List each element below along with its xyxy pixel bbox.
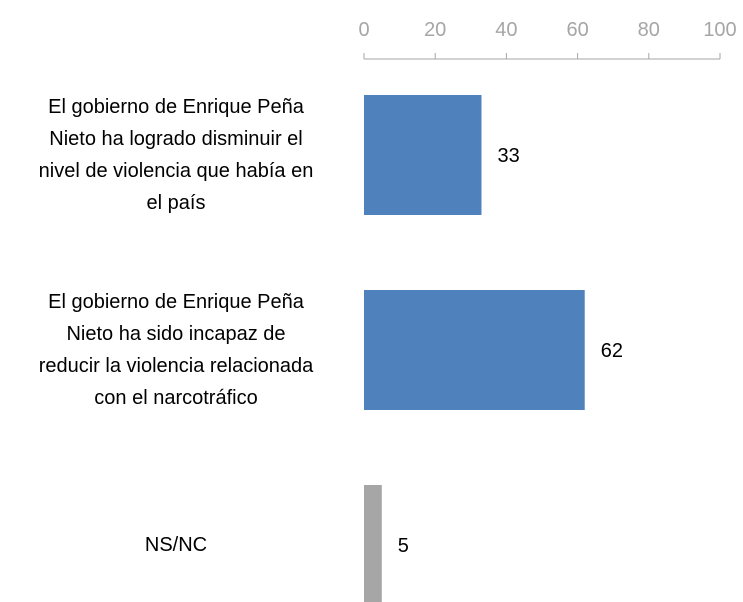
category-label-line: El gobierno de Enrique Peña	[48, 96, 304, 118]
x-tick-label: 0	[358, 19, 369, 41]
x-tick-label: 80	[638, 19, 660, 41]
category-label-line: nivel de violencia que había en	[38, 160, 314, 182]
category-label: El gobierno de Enrique Peña Nieto ha sido…	[0, 286, 352, 414]
category-label-line: El gobierno de Enrique Peña	[48, 291, 304, 313]
category-label-text: El gobierno de Enrique Peña Nieto ha logr…	[39, 91, 314, 219]
category-label: El gobierno de Enrique Peña Nieto ha logr…	[0, 91, 352, 219]
bar	[364, 485, 382, 602]
category-label-line: el país	[146, 192, 206, 214]
category-label-line: Nieto ha logrado disminuir el	[49, 128, 303, 150]
bar	[364, 290, 585, 410]
category-label-line: reducir la violencia relacionada	[38, 355, 314, 377]
category-label-line: con el narcotráfico	[94, 387, 258, 409]
x-tick-label: 20	[424, 19, 446, 41]
x-tick-label: 40	[495, 19, 517, 41]
data-label: 62	[601, 340, 623, 362]
data-label: 33	[497, 145, 519, 167]
data-label: 5	[398, 535, 409, 557]
category-label-line: Nieto ha sido incapaz de	[66, 323, 286, 345]
category-label: NS/NC	[0, 529, 352, 561]
bar	[364, 95, 482, 215]
x-tick-label: 100	[703, 19, 736, 41]
category-label-line: NS/NC	[144, 534, 208, 556]
category-label-text: El gobierno de Enrique Peña Nieto ha sido…	[39, 286, 314, 414]
x-tick-label: 60	[566, 19, 588, 41]
category-label-text: NS/NC	[145, 529, 207, 561]
